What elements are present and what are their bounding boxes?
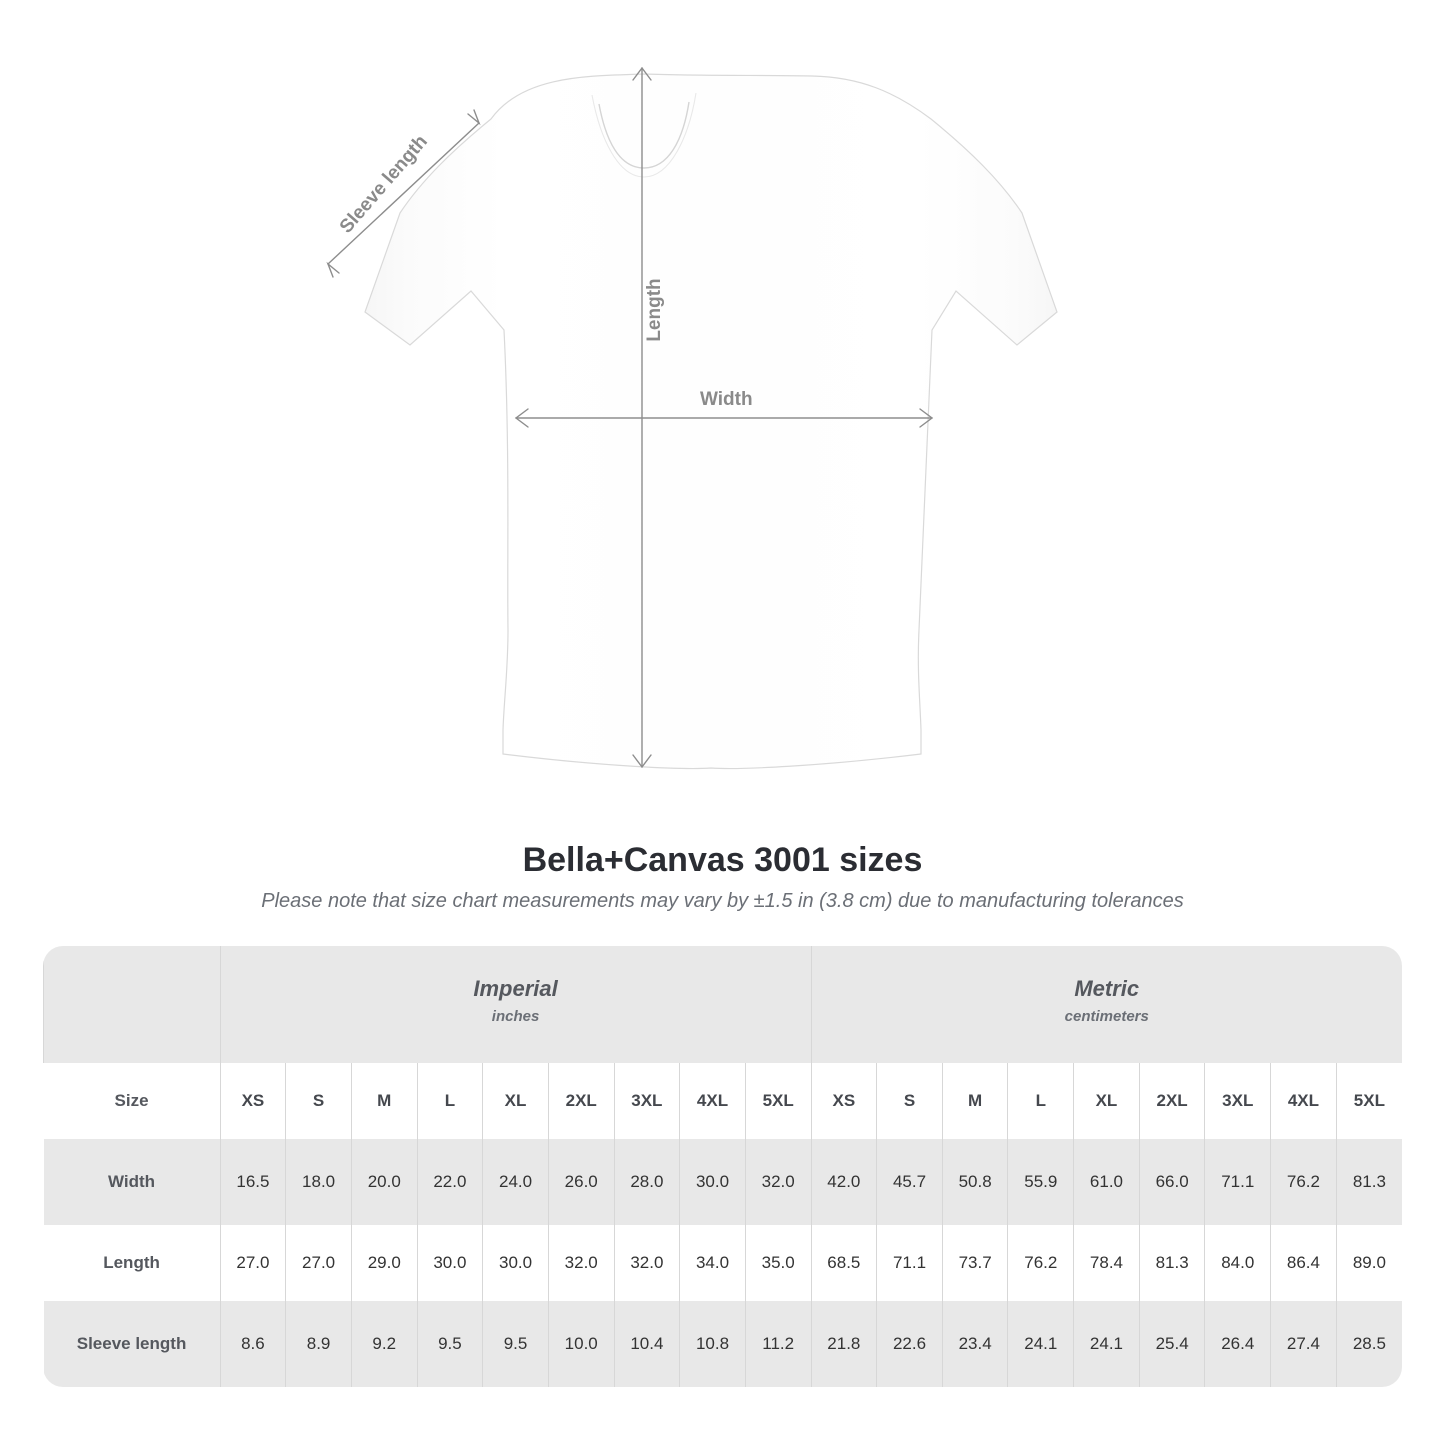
svg-text:Width: Width [700, 389, 753, 410]
svg-text:Length: Length [644, 278, 665, 341]
